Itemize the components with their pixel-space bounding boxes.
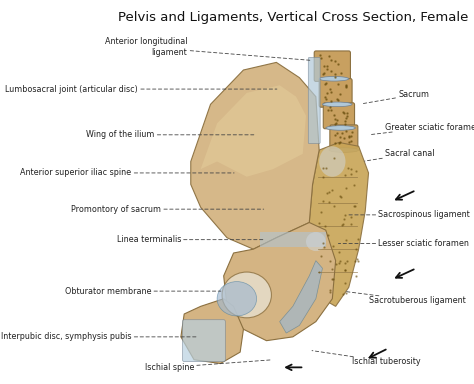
- Text: Interpubic disc, symphysis pubis: Interpubic disc, symphysis pubis: [1, 333, 198, 341]
- FancyBboxPatch shape: [330, 125, 358, 149]
- Ellipse shape: [319, 76, 349, 81]
- Text: Lumbosacral joint (articular disc): Lumbosacral joint (articular disc): [5, 84, 277, 94]
- FancyBboxPatch shape: [323, 103, 355, 129]
- Text: Sacral canal: Sacral canal: [365, 149, 435, 161]
- Text: Sacrospinous ligament: Sacrospinous ligament: [348, 210, 470, 219]
- Polygon shape: [181, 299, 244, 364]
- Text: Sacrum: Sacrum: [361, 90, 429, 104]
- FancyBboxPatch shape: [308, 58, 320, 144]
- Polygon shape: [224, 222, 336, 341]
- Text: Linea terminalis: Linea terminalis: [117, 235, 264, 244]
- Ellipse shape: [222, 272, 272, 318]
- FancyBboxPatch shape: [319, 79, 352, 107]
- FancyBboxPatch shape: [314, 51, 350, 81]
- Text: Greater sciatic foramen: Greater sciatic foramen: [371, 123, 474, 134]
- Ellipse shape: [329, 148, 359, 152]
- FancyBboxPatch shape: [182, 320, 225, 362]
- Polygon shape: [309, 142, 369, 306]
- Ellipse shape: [217, 281, 256, 316]
- Polygon shape: [201, 85, 306, 177]
- Text: Anterior superior iliac spine: Anterior superior iliac spine: [20, 169, 234, 177]
- Ellipse shape: [319, 146, 346, 177]
- Ellipse shape: [306, 232, 326, 251]
- Text: Promontory of sacrum: Promontory of sacrum: [71, 205, 264, 214]
- Text: Wing of the ilium: Wing of the ilium: [86, 130, 254, 139]
- Ellipse shape: [326, 126, 356, 130]
- Text: Obturator membrane: Obturator membrane: [65, 286, 221, 296]
- Text: Lesser sciatic foramen: Lesser sciatic foramen: [338, 239, 469, 248]
- Text: Anterior longitudinal
ligament: Anterior longitudinal ligament: [105, 37, 310, 60]
- Ellipse shape: [322, 102, 352, 107]
- Text: Pelvis and Ligaments, Vertical Cross Section, Female: Pelvis and Ligaments, Vertical Cross Sec…: [118, 11, 468, 24]
- Polygon shape: [280, 261, 322, 333]
- Text: Sacrotuberous ligament: Sacrotuberous ligament: [345, 291, 465, 305]
- Polygon shape: [191, 62, 319, 249]
- Text: Ischial tuberosity: Ischial tuberosity: [312, 351, 421, 366]
- Text: Ischial spine: Ischial spine: [145, 360, 270, 372]
